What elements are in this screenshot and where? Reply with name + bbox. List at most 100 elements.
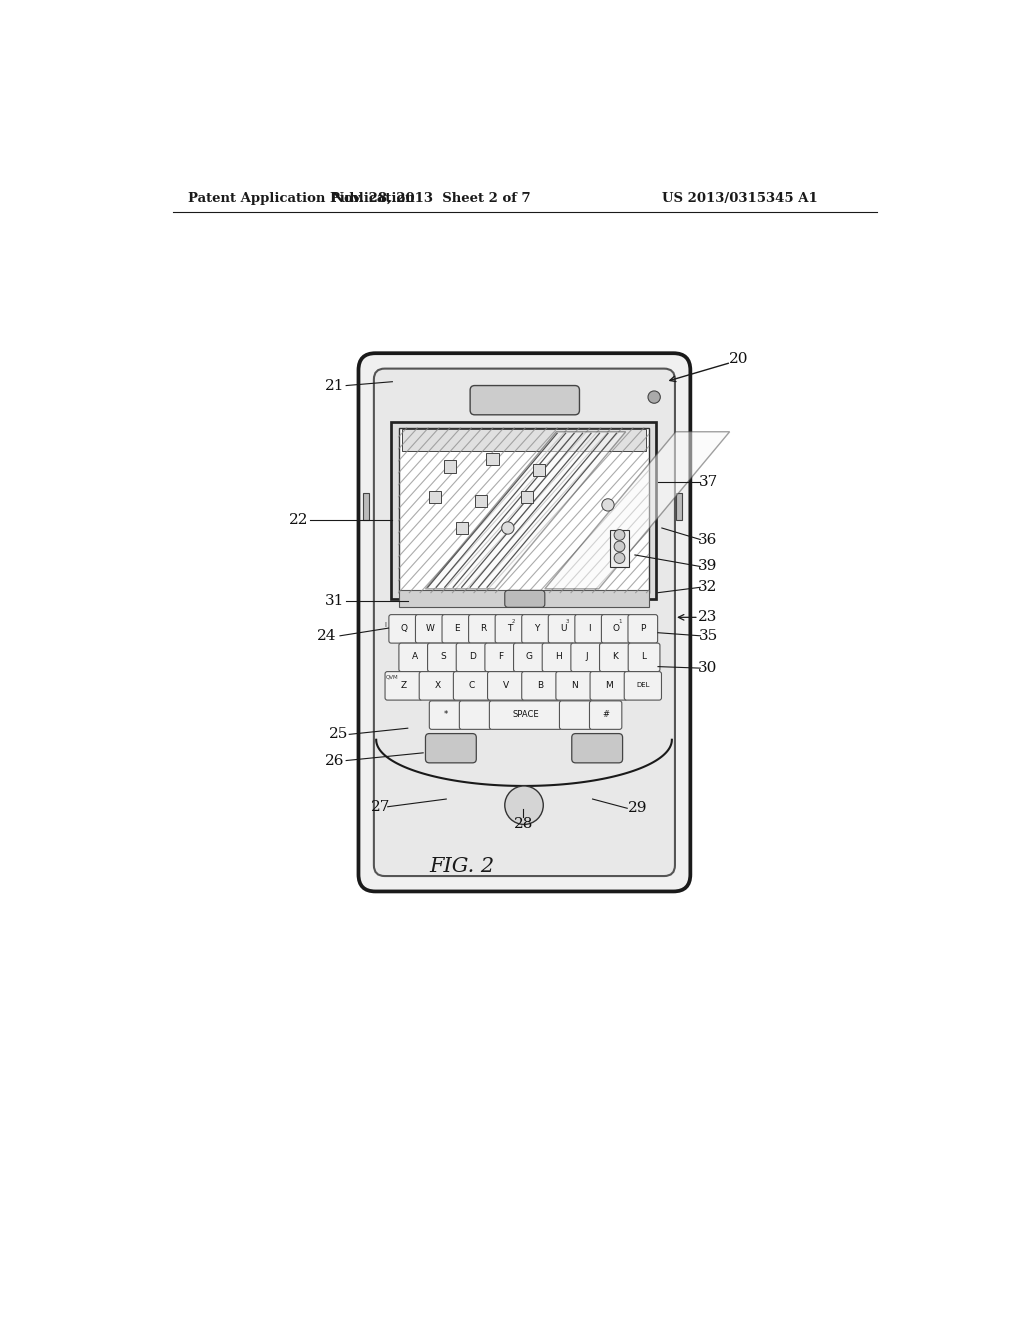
- Bar: [398, 428, 649, 593]
- FancyBboxPatch shape: [416, 615, 445, 643]
- Text: B: B: [538, 681, 544, 689]
- Text: Q: Q: [400, 623, 408, 632]
- FancyBboxPatch shape: [485, 643, 517, 672]
- Bar: [444, 461, 457, 473]
- Text: 20: 20: [729, 351, 749, 366]
- Text: 27: 27: [371, 800, 390, 813]
- FancyBboxPatch shape: [389, 615, 419, 643]
- Circle shape: [614, 553, 625, 564]
- Circle shape: [505, 785, 544, 825]
- FancyBboxPatch shape: [399, 643, 431, 672]
- Bar: [486, 453, 499, 465]
- FancyBboxPatch shape: [521, 672, 559, 700]
- FancyBboxPatch shape: [442, 615, 472, 643]
- Circle shape: [614, 529, 625, 540]
- Text: US 2013/0315345 A1: US 2013/0315345 A1: [662, 191, 817, 205]
- Text: F: F: [499, 652, 504, 661]
- Text: K: K: [612, 652, 618, 661]
- FancyBboxPatch shape: [505, 590, 545, 607]
- FancyBboxPatch shape: [470, 385, 580, 414]
- Text: 29: 29: [628, 801, 647, 816]
- Polygon shape: [425, 432, 626, 589]
- Text: 36: 36: [698, 532, 718, 546]
- FancyBboxPatch shape: [514, 643, 546, 672]
- FancyBboxPatch shape: [428, 643, 460, 672]
- FancyBboxPatch shape: [469, 615, 499, 643]
- FancyBboxPatch shape: [454, 672, 490, 700]
- FancyBboxPatch shape: [601, 615, 631, 643]
- Text: Y: Y: [534, 623, 540, 632]
- FancyBboxPatch shape: [521, 615, 551, 643]
- Text: Patent Application Publication: Patent Application Publication: [188, 191, 415, 205]
- Text: X: X: [435, 681, 441, 689]
- Text: 32: 32: [698, 581, 718, 594]
- Text: 22: 22: [289, 513, 308, 527]
- Text: E: E: [454, 623, 460, 632]
- FancyBboxPatch shape: [496, 615, 524, 643]
- FancyBboxPatch shape: [571, 734, 623, 763]
- Text: M: M: [605, 681, 612, 689]
- FancyBboxPatch shape: [570, 643, 602, 672]
- FancyBboxPatch shape: [628, 615, 657, 643]
- Bar: [364, 494, 370, 520]
- Bar: [429, 491, 441, 503]
- Text: 35: 35: [698, 628, 718, 643]
- Polygon shape: [545, 432, 730, 589]
- FancyBboxPatch shape: [457, 643, 488, 672]
- Bar: [532, 465, 545, 477]
- Text: P: P: [640, 623, 645, 632]
- FancyBboxPatch shape: [556, 672, 593, 700]
- Text: J: J: [586, 652, 588, 661]
- Text: O: O: [612, 623, 620, 632]
- Circle shape: [502, 521, 514, 535]
- Text: 28: 28: [514, 817, 532, 832]
- Text: SPACE: SPACE: [512, 710, 539, 719]
- FancyBboxPatch shape: [628, 643, 659, 672]
- Text: Z: Z: [400, 681, 407, 689]
- Text: I: I: [589, 623, 591, 632]
- Bar: [521, 491, 534, 503]
- Text: 31: 31: [325, 594, 344, 609]
- FancyBboxPatch shape: [358, 354, 690, 891]
- Circle shape: [614, 541, 625, 552]
- Text: N: N: [571, 681, 578, 689]
- Text: L: L: [642, 652, 646, 661]
- Text: 21: 21: [325, 379, 344, 392]
- FancyBboxPatch shape: [574, 615, 604, 643]
- Bar: [401, 429, 646, 451]
- FancyBboxPatch shape: [460, 701, 492, 730]
- FancyBboxPatch shape: [590, 672, 628, 700]
- Text: 3: 3: [565, 619, 568, 623]
- Text: 37: 37: [698, 475, 718, 488]
- FancyBboxPatch shape: [425, 734, 476, 763]
- Text: C: C: [469, 681, 475, 689]
- Text: H: H: [555, 652, 561, 661]
- Bar: [610, 529, 629, 566]
- Text: 30: 30: [698, 661, 718, 675]
- Text: QVM: QVM: [386, 675, 398, 680]
- FancyBboxPatch shape: [419, 672, 457, 700]
- Text: 39: 39: [698, 560, 718, 573]
- Text: G: G: [526, 652, 532, 661]
- Bar: [398, 590, 649, 607]
- FancyBboxPatch shape: [489, 701, 562, 730]
- Bar: [391, 422, 656, 599]
- Text: R: R: [480, 623, 486, 632]
- Text: S: S: [440, 652, 446, 661]
- Text: W: W: [426, 623, 435, 632]
- Text: A: A: [412, 652, 418, 661]
- Text: 25: 25: [329, 727, 348, 742]
- Text: 23: 23: [698, 610, 718, 624]
- FancyBboxPatch shape: [625, 672, 662, 700]
- FancyBboxPatch shape: [559, 701, 592, 730]
- Bar: [676, 494, 682, 520]
- Text: #: #: [602, 710, 609, 719]
- FancyBboxPatch shape: [429, 701, 462, 730]
- FancyBboxPatch shape: [599, 643, 631, 672]
- FancyBboxPatch shape: [385, 672, 422, 700]
- FancyBboxPatch shape: [590, 701, 622, 730]
- Text: 1: 1: [618, 619, 622, 623]
- Text: 24: 24: [317, 628, 337, 643]
- Circle shape: [602, 499, 614, 511]
- Text: DEL: DEL: [636, 682, 649, 688]
